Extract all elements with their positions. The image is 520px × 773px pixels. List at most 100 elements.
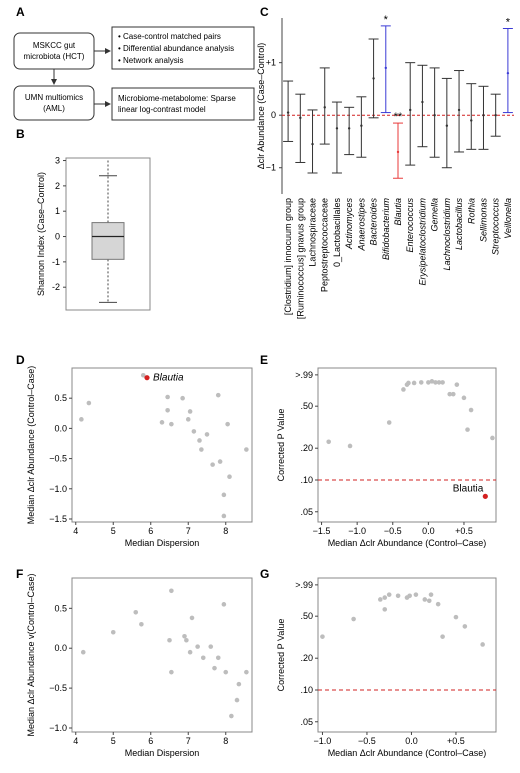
category-label: Lachnoclostridium xyxy=(442,198,452,271)
data-point xyxy=(386,420,392,425)
panel-d: D 4 5 6 7 8 0.5 0.0 −0.5 −1.0 −1.5 Median Dispersi… xyxy=(16,353,253,548)
mean-point xyxy=(384,66,387,70)
mean-point xyxy=(299,116,302,120)
data-point xyxy=(169,588,174,594)
mean-point xyxy=(323,106,326,109)
x-axis-label: Median Δclr Abundance (Control–Case) xyxy=(328,538,487,548)
y-tick-label: 0.0 xyxy=(54,643,67,653)
data-point xyxy=(165,394,170,400)
y-tick-label: 3 xyxy=(55,156,60,166)
mean-point xyxy=(311,142,314,146)
significance-marker: * xyxy=(506,17,511,29)
data-point xyxy=(210,462,215,467)
data-point xyxy=(86,400,92,406)
y-tick-label: 1 xyxy=(55,206,60,216)
umn-node xyxy=(13,85,95,121)
category-label: Anaerostipes xyxy=(356,198,366,252)
mean-point xyxy=(360,124,363,127)
data-point xyxy=(229,713,234,719)
y-axis-label: Median Δclr Abundance v(Control–Case) xyxy=(26,573,36,736)
y-tick-label: -1 xyxy=(52,257,60,267)
y-tick-label: 2 xyxy=(55,181,60,191)
data-point xyxy=(110,629,116,635)
x-tick-label: 8 xyxy=(223,526,228,536)
y-tick-label: −1.0 xyxy=(49,484,67,494)
plot-frame xyxy=(71,367,253,523)
data-point xyxy=(182,633,187,639)
mean-point xyxy=(409,108,412,112)
x-tick-label: 5 xyxy=(111,736,116,746)
data-point xyxy=(185,417,191,422)
mean-point xyxy=(482,113,485,117)
y-tick-label: −1.5 xyxy=(49,514,67,524)
bottom-box-line-1: Microbiome-metabolome: Sparse xyxy=(118,94,236,103)
y-tick-label: −1.0 xyxy=(49,723,67,733)
data-point xyxy=(195,644,200,649)
data-point xyxy=(187,649,193,655)
x-tick-label: 4 xyxy=(73,526,78,536)
data-point xyxy=(490,435,495,441)
highlight-point xyxy=(482,493,488,499)
y-tick-label: .50 xyxy=(300,401,313,411)
category-label: Sellimonas xyxy=(478,198,488,243)
category-label: Enterococcus xyxy=(405,198,415,253)
x-tick-label: −0.5 xyxy=(358,736,376,746)
data-point xyxy=(215,655,221,661)
category-label: Blautia xyxy=(393,198,403,226)
data-point xyxy=(200,655,206,661)
highlight-label: Blautia xyxy=(453,483,484,494)
y-tick-label: −0.5 xyxy=(49,683,67,693)
y-tick-label: 0.0 xyxy=(54,423,67,433)
data-point xyxy=(422,597,428,602)
data-point xyxy=(326,439,331,445)
category-label: Streptococcus xyxy=(491,198,501,256)
mskcc-node xyxy=(13,32,95,70)
category-label: Lachnospiraceae xyxy=(308,198,318,267)
data-point xyxy=(454,382,460,387)
mean-point xyxy=(457,108,461,112)
data-point xyxy=(208,644,214,649)
data-point xyxy=(382,607,388,612)
mskcc-line-2: microbiota (HCT) xyxy=(24,52,85,61)
data-point xyxy=(191,429,197,434)
y-tick-label: >.99 xyxy=(295,580,313,590)
x-tick-label: 4 xyxy=(73,736,78,746)
mean-point xyxy=(396,150,400,154)
y-tick-label: -2 xyxy=(52,282,60,292)
y-axis-label: Shannon Index (Case–Control) xyxy=(36,172,46,296)
data-point xyxy=(386,592,392,597)
data-point xyxy=(401,387,406,392)
y-axis-label: Δclr Abundance (Case–Control) xyxy=(256,43,266,170)
data-point xyxy=(468,407,474,413)
category-label: Actinomyces xyxy=(344,198,354,251)
x-tick-label: 7 xyxy=(186,736,191,746)
pvalue-scatter-e: −1.5 −1.0 −0.5 0.0 +0.5 >.99 .50 .20 .10 .05 Media… xyxy=(276,367,497,548)
y-tick-label: .05 xyxy=(300,507,313,517)
umn-line-1: UMN multiomics xyxy=(25,93,83,102)
data-point xyxy=(223,669,229,675)
data-point xyxy=(453,614,459,620)
y-tick-label: .20 xyxy=(300,443,313,453)
microbiome-metabolome-box xyxy=(111,87,255,121)
data-point xyxy=(395,593,401,599)
y-tick-label: +1 xyxy=(266,58,276,68)
data-point xyxy=(244,669,249,675)
panel-b: B -2 -1 0 1 2 3 Shannon Index (Case–Control) xyxy=(16,127,151,311)
mean-point xyxy=(445,124,449,127)
category-label: Veillonella xyxy=(503,198,513,239)
x-tick-label: −0.5 xyxy=(384,526,402,536)
mean-point xyxy=(494,113,497,117)
shannon-boxplot: -2 -1 0 1 2 3 Shannon Index (Case–Control) xyxy=(36,156,151,311)
data-point xyxy=(436,380,442,385)
list-item-1: • Case-control matched pairs xyxy=(118,32,221,41)
panel-e: E −1.5 −1.0 −0.5 0.0 +0.5 >.99 .50 .20 .10 .05 Med… xyxy=(260,353,497,548)
significance-marker: * xyxy=(384,14,389,26)
x-tick-label: 8 xyxy=(223,736,228,746)
category-label: Bacteroides xyxy=(369,198,379,246)
data-point xyxy=(234,697,240,703)
x-tick-label: 6 xyxy=(148,526,153,536)
mean-point xyxy=(372,77,375,80)
panel-label-e: E xyxy=(260,353,268,367)
